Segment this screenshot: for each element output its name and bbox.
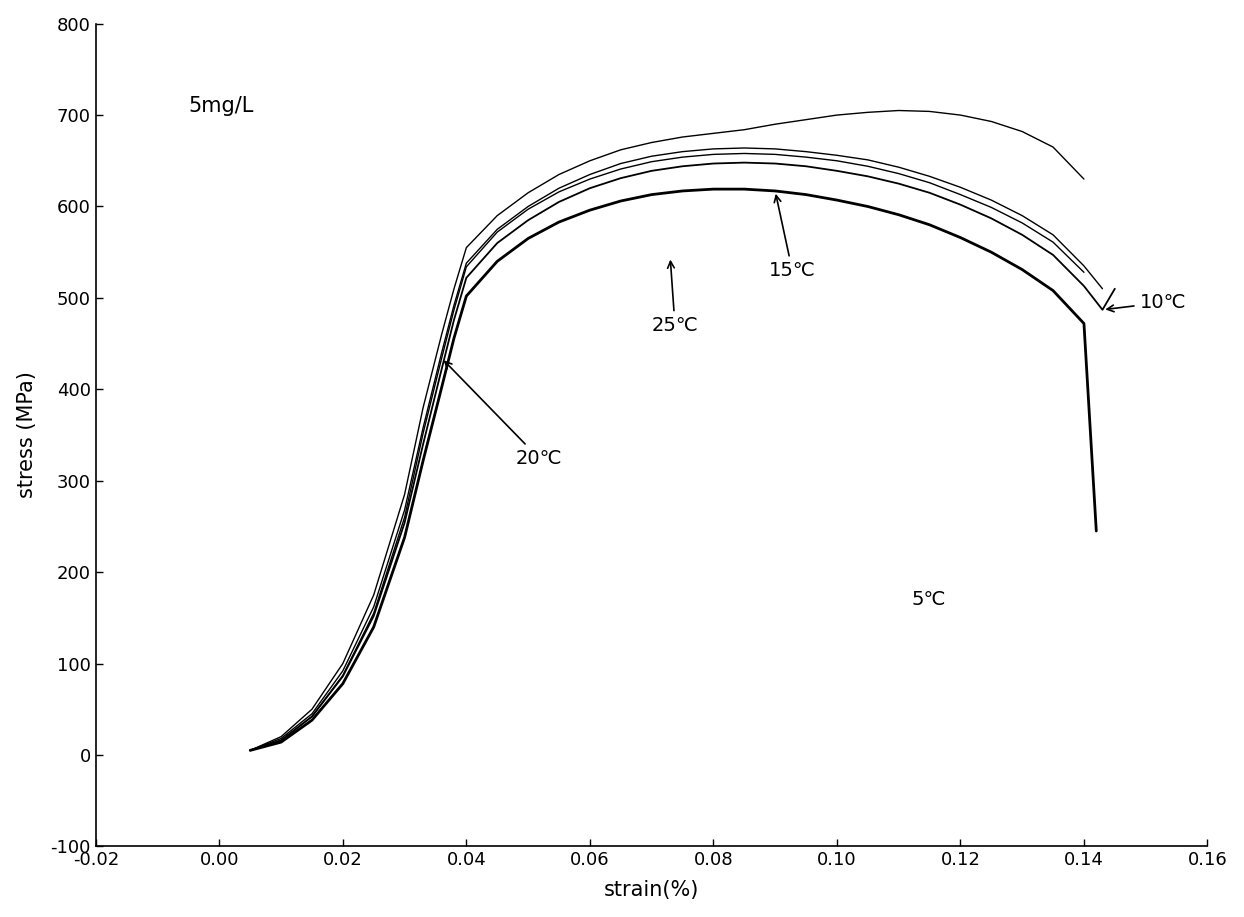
Text: 10℃: 10℃ xyxy=(1107,293,1186,312)
Y-axis label: stress (MPa): stress (MPa) xyxy=(16,371,36,499)
Text: 25℃: 25℃ xyxy=(652,261,698,336)
Text: 15℃: 15℃ xyxy=(769,195,816,281)
Text: 20℃: 20℃ xyxy=(445,361,562,468)
Text: 5mg/L: 5mg/L xyxy=(188,96,254,116)
X-axis label: strain(%): strain(%) xyxy=(603,880,699,900)
Text: 5℃: 5℃ xyxy=(911,590,945,609)
